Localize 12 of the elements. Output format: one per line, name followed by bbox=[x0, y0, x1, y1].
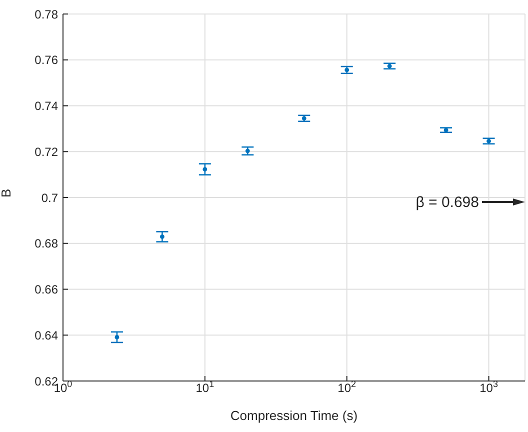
y-tick-label: 0.68 bbox=[34, 236, 58, 251]
y-tick-label: 0.66 bbox=[34, 282, 58, 297]
y-axis-title: B bbox=[0, 188, 14, 198]
y-tick-label: 0.72 bbox=[34, 144, 58, 159]
y-tick-label: 0.76 bbox=[34, 53, 58, 68]
y-tick-label: 0.64 bbox=[34, 328, 58, 342]
y-tick-label: 0.74 bbox=[34, 99, 58, 114]
annotation: β = 0.698 bbox=[416, 194, 479, 211]
x-axis-title: Compression Time (s) bbox=[230, 408, 358, 423]
y-tick-label: 0.7 bbox=[41, 190, 58, 205]
y-tick-label: 0.62 bbox=[34, 374, 58, 388]
y-tick-label: 0.78 bbox=[34, 7, 58, 22]
